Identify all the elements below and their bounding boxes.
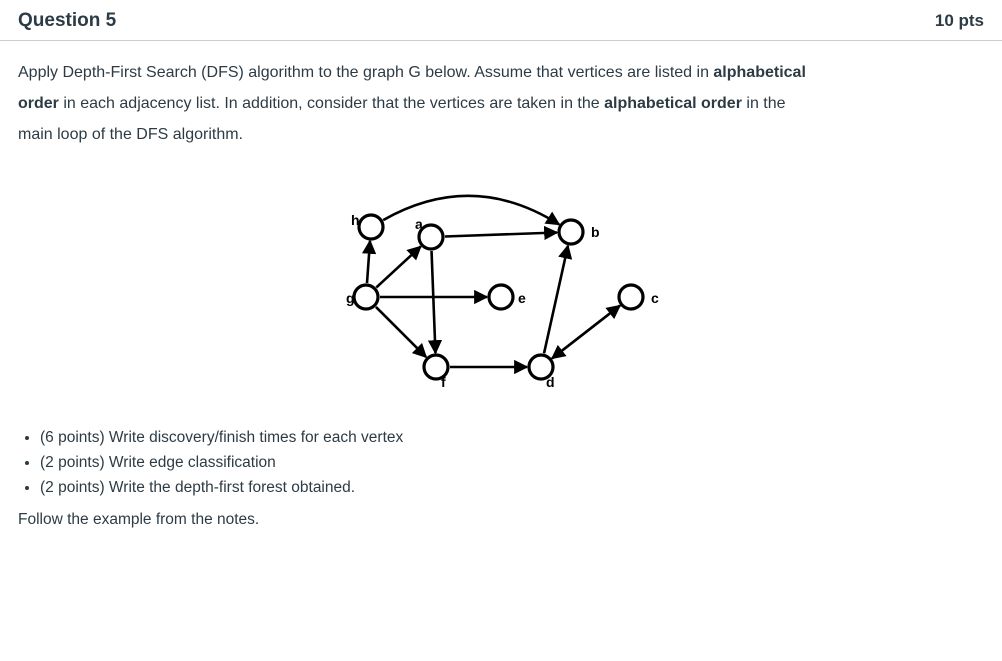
graph-node-label: e <box>518 290 526 306</box>
graph-node <box>354 285 378 309</box>
subpart-text: Write discovery/finish times for each ve… <box>105 429 404 446</box>
follow-note: Follow the example from the notes. <box>18 508 984 532</box>
question-body: Apply Depth-First Search (DFS) algorithm… <box>0 41 1002 542</box>
graph-node-label: c <box>651 290 659 306</box>
graph-node <box>489 285 513 309</box>
prompt-text: Apply Depth-First Search (DFS) algorithm… <box>18 64 713 81</box>
prompt-bold: alphabetical <box>713 64 805 81</box>
graph-edge <box>544 246 568 354</box>
graph-node <box>559 220 583 244</box>
question-prompt: Apply Depth-First Search (DFS) algorithm… <box>18 61 984 147</box>
subpart-text: Write edge classification <box>105 454 276 471</box>
subpart-points: (2 points) <box>40 479 105 496</box>
graph-node <box>359 215 383 239</box>
prompt-text: in the <box>742 95 786 112</box>
graph-node-label: g <box>346 290 355 306</box>
graph-edge <box>552 306 620 359</box>
graph-edge <box>383 196 559 225</box>
subpart-points: (2 points) <box>40 454 105 471</box>
graph-edge <box>432 251 436 353</box>
subparts-list: (6 points) Write discovery/finish times … <box>18 426 984 500</box>
question-points: 10 pts <box>935 11 984 31</box>
graph-node-label: a <box>415 216 423 232</box>
graph-svg: h a b g e c f d <box>311 177 691 402</box>
subpart-points: (6 points) <box>40 429 105 446</box>
graph-node <box>619 285 643 309</box>
graph-edge <box>367 241 370 283</box>
prompt-text: main loop of the DFS algorithm. <box>18 126 243 143</box>
graph-node-label: h <box>351 212 360 228</box>
subpart-item: (6 points) Write discovery/finish times … <box>40 426 984 450</box>
subpart-item: (2 points) Write the depth-first forest … <box>40 476 984 500</box>
subpart-item: (2 points) Write edge classification <box>40 451 984 475</box>
graph-edge <box>445 233 557 237</box>
graph-edge <box>376 247 420 288</box>
subpart-text: Write the depth-first forest obtained. <box>105 479 355 496</box>
graph-node-label: f <box>441 374 446 390</box>
prompt-bold: alphabetical order <box>604 95 742 112</box>
prompt-text: in each adjacency list. In addition, con… <box>59 95 604 112</box>
question-title: Question 5 <box>18 10 116 32</box>
graph-figure: h a b g e c f d <box>18 177 984 402</box>
graph-node-label: b <box>591 224 600 240</box>
graph-edge <box>376 307 426 357</box>
graph-node-label: d <box>546 374 555 390</box>
prompt-bold: order <box>18 95 59 112</box>
question-header: Question 5 10 pts <box>0 0 1002 41</box>
